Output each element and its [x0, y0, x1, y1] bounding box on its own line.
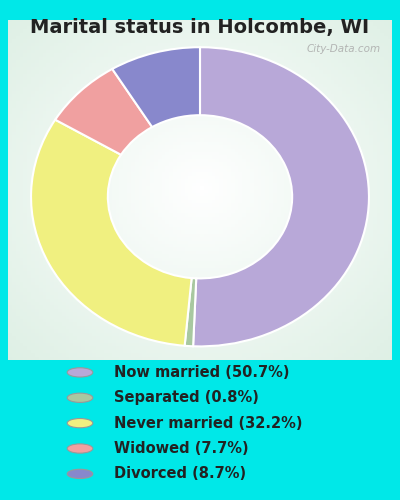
- Text: Separated (0.8%): Separated (0.8%): [114, 390, 259, 406]
- Wedge shape: [55, 69, 152, 154]
- Wedge shape: [31, 120, 192, 346]
- Text: Now married (50.7%): Now married (50.7%): [114, 365, 290, 380]
- Circle shape: [67, 368, 93, 377]
- Text: Marital status in Holcombe, WI: Marital status in Holcombe, WI: [30, 18, 370, 36]
- Circle shape: [67, 418, 93, 428]
- Wedge shape: [193, 47, 369, 346]
- Circle shape: [67, 470, 93, 478]
- Circle shape: [67, 444, 93, 453]
- Text: City-Data.com: City-Data.com: [306, 44, 380, 54]
- Text: Divorced (8.7%): Divorced (8.7%): [114, 466, 246, 481]
- Circle shape: [67, 393, 93, 402]
- Text: Never married (32.2%): Never married (32.2%): [114, 416, 302, 430]
- Wedge shape: [112, 47, 200, 127]
- Text: Widowed (7.7%): Widowed (7.7%): [114, 441, 249, 456]
- Wedge shape: [185, 278, 196, 346]
